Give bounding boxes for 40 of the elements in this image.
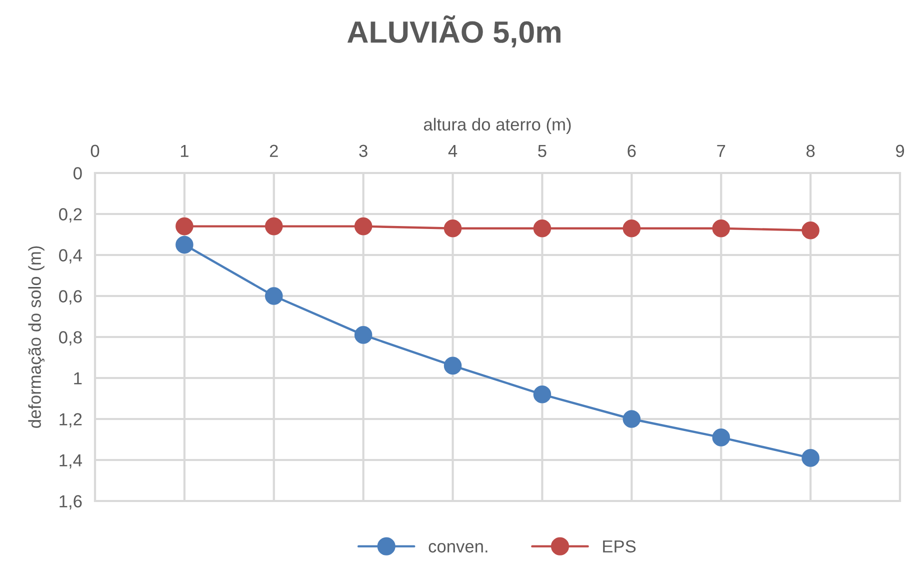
point bbox=[802, 449, 820, 467]
y-tick-label: 0,4 bbox=[59, 249, 82, 264]
legend-label: EPS bbox=[603, 540, 636, 553]
point bbox=[176, 217, 194, 236]
chart-title: ALUVIÃO 5,0m bbox=[347, 15, 560, 48]
y-axis-title: deformação do solo (m) bbox=[28, 246, 44, 428]
point bbox=[265, 287, 283, 305]
point bbox=[622, 219, 641, 238]
point bbox=[444, 356, 462, 375]
x-tick-label: 6 bbox=[628, 144, 636, 158]
x-tick-label: 2 bbox=[270, 144, 278, 157]
y-tick-label: 0 bbox=[74, 167, 82, 180]
point bbox=[712, 428, 730, 446]
x-tick-label: 4 bbox=[448, 144, 458, 157]
legend-label: conven. bbox=[428, 543, 488, 553]
x-tick-label: 5 bbox=[538, 144, 546, 158]
point bbox=[444, 219, 462, 238]
y-tick-label: 0,6 bbox=[59, 290, 82, 305]
y-tick-label: 1,6 bbox=[60, 495, 82, 510]
y-tick-label: 1 bbox=[74, 372, 82, 384]
y-tick-label: 0,2 bbox=[59, 208, 82, 223]
x-tick-label: 0 bbox=[90, 144, 100, 158]
point bbox=[533, 219, 552, 238]
x-axis-title: altura do aterro (m) bbox=[424, 118, 571, 134]
point bbox=[176, 236, 194, 254]
point bbox=[802, 222, 820, 240]
point bbox=[712, 219, 730, 238]
y-tick-label: 1,2 bbox=[60, 413, 82, 428]
x-tick-label: 3 bbox=[359, 144, 368, 158]
point bbox=[265, 217, 283, 236]
x-tick-label: 8 bbox=[806, 144, 815, 158]
y-tick-label: 0,8 bbox=[59, 331, 82, 346]
x-tick-label: 1 bbox=[180, 144, 188, 157]
point bbox=[533, 386, 552, 404]
y-tick-label: 1,4 bbox=[60, 454, 82, 469]
x-tick-label: 9 bbox=[896, 144, 904, 158]
x-tick-label: 7 bbox=[717, 144, 726, 157]
point bbox=[354, 217, 372, 236]
point bbox=[354, 326, 372, 344]
point bbox=[622, 410, 641, 428]
